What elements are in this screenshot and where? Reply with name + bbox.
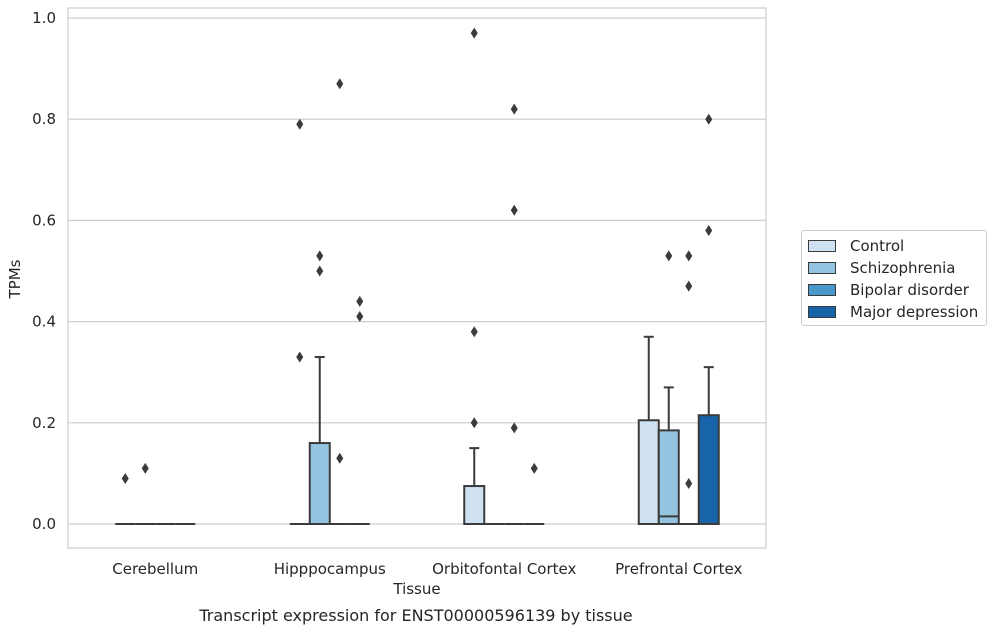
outlier-point — [470, 417, 478, 429]
outlier-point — [510, 204, 518, 216]
box-bipolar-disorder-hipppocampus — [329, 78, 350, 525]
outlier-point — [356, 311, 364, 323]
box-schizophrenia-hipppocampus — [308, 250, 331, 526]
outlier-point — [510, 103, 518, 115]
box-control-cerebellum — [115, 472, 136, 525]
outlier-point — [316, 265, 324, 277]
outlier-point — [685, 280, 693, 292]
box-body — [697, 414, 720, 525]
x-tick-label: Prefrontal Cortex — [615, 560, 742, 578]
legend-swatch-bipolar-disorder — [808, 284, 836, 296]
y-tick-label: 0.2 — [32, 414, 56, 432]
box-major-depression-hipppocampus — [349, 295, 370, 525]
plot-frame — [67, 7, 767, 549]
legend-swatch-major-depression — [808, 306, 836, 318]
legend-item-schizophrenia: Schizophrenia — [808, 258, 955, 278]
legend: Control Schizophrenia Bipolar disorder M… — [801, 230, 987, 326]
legend-label-control: Control — [850, 237, 905, 255]
box-bipolar-disorder-orbitofontal-cortex — [504, 103, 525, 525]
outlier-point — [296, 351, 304, 363]
box-major-depression-orbitofontal-cortex — [524, 462, 545, 525]
chart-caption: Transcript expression for ENST0000059613… — [199, 606, 633, 625]
outlier-point — [705, 113, 713, 125]
x-tick-label: Cerebellum — [112, 560, 198, 578]
legend-label-major-depression: Major depression — [850, 303, 979, 321]
outlier-point — [685, 250, 693, 262]
y-tick-label: 0.4 — [32, 313, 56, 331]
y-tick-label: 0.8 — [32, 110, 56, 128]
box-control-hipppocampus — [289, 118, 310, 525]
legend-label-schizophrenia: Schizophrenia — [850, 259, 956, 277]
y-tick-label: 0.0 — [32, 515, 56, 533]
outlier-point — [296, 118, 304, 130]
legend-item-major-depression: Major depression — [808, 302, 978, 322]
outlier-point — [141, 462, 149, 474]
box-major-depression-prefrontal-cortex — [697, 113, 720, 525]
outlier-point — [121, 472, 129, 484]
box-body — [637, 419, 660, 525]
legend-item-bipolar-disorder: Bipolar disorder — [808, 280, 969, 300]
box-schizophrenia-cerebellum — [135, 462, 156, 525]
y-axis: 0.0 0.2 0.4 0.6 0.8 1.0 — [32, 9, 56, 533]
x-axis-label: Tissue — [393, 580, 441, 598]
outlier-point — [336, 452, 344, 464]
outlier-point — [665, 250, 673, 262]
outlier-point — [705, 225, 713, 237]
outlier-point — [530, 462, 538, 474]
legend-swatch-control — [808, 240, 836, 252]
legend-label-bipolar-disorder: Bipolar disorder — [850, 281, 969, 299]
box-schizophrenia-prefrontal-cortex — [657, 250, 680, 526]
boxes — [115, 27, 720, 526]
outlier-point — [356, 295, 364, 307]
outlier-point — [470, 27, 478, 39]
outlier-point — [316, 250, 324, 262]
outlier-point — [510, 422, 518, 434]
y-tick-label: 0.6 — [32, 211, 56, 229]
y-tick-label: 1.0 — [32, 9, 56, 27]
box-body — [657, 429, 680, 526]
box-body — [308, 442, 331, 526]
box-control-prefrontal-cortex — [637, 335, 660, 525]
x-tick-label: Orbitofontal Cortex — [432, 560, 576, 578]
x-axis: Cerebellum Hipppocampus Orbitofontal Corte… — [112, 560, 742, 578]
box-body — [463, 485, 486, 525]
outlier-point — [685, 478, 693, 490]
x-tick-label: Hipppocampus — [274, 560, 386, 578]
legend-item-control: Control — [808, 236, 904, 256]
outlier-point — [470, 326, 478, 338]
box-bipolar-disorder-prefrontal-cortex — [678, 250, 699, 525]
box-control-orbitofontal-cortex — [463, 27, 486, 525]
legend-swatch-schizophrenia — [808, 262, 836, 274]
outlier-point — [336, 78, 344, 90]
y-axis-label: TPMs — [6, 259, 24, 299]
